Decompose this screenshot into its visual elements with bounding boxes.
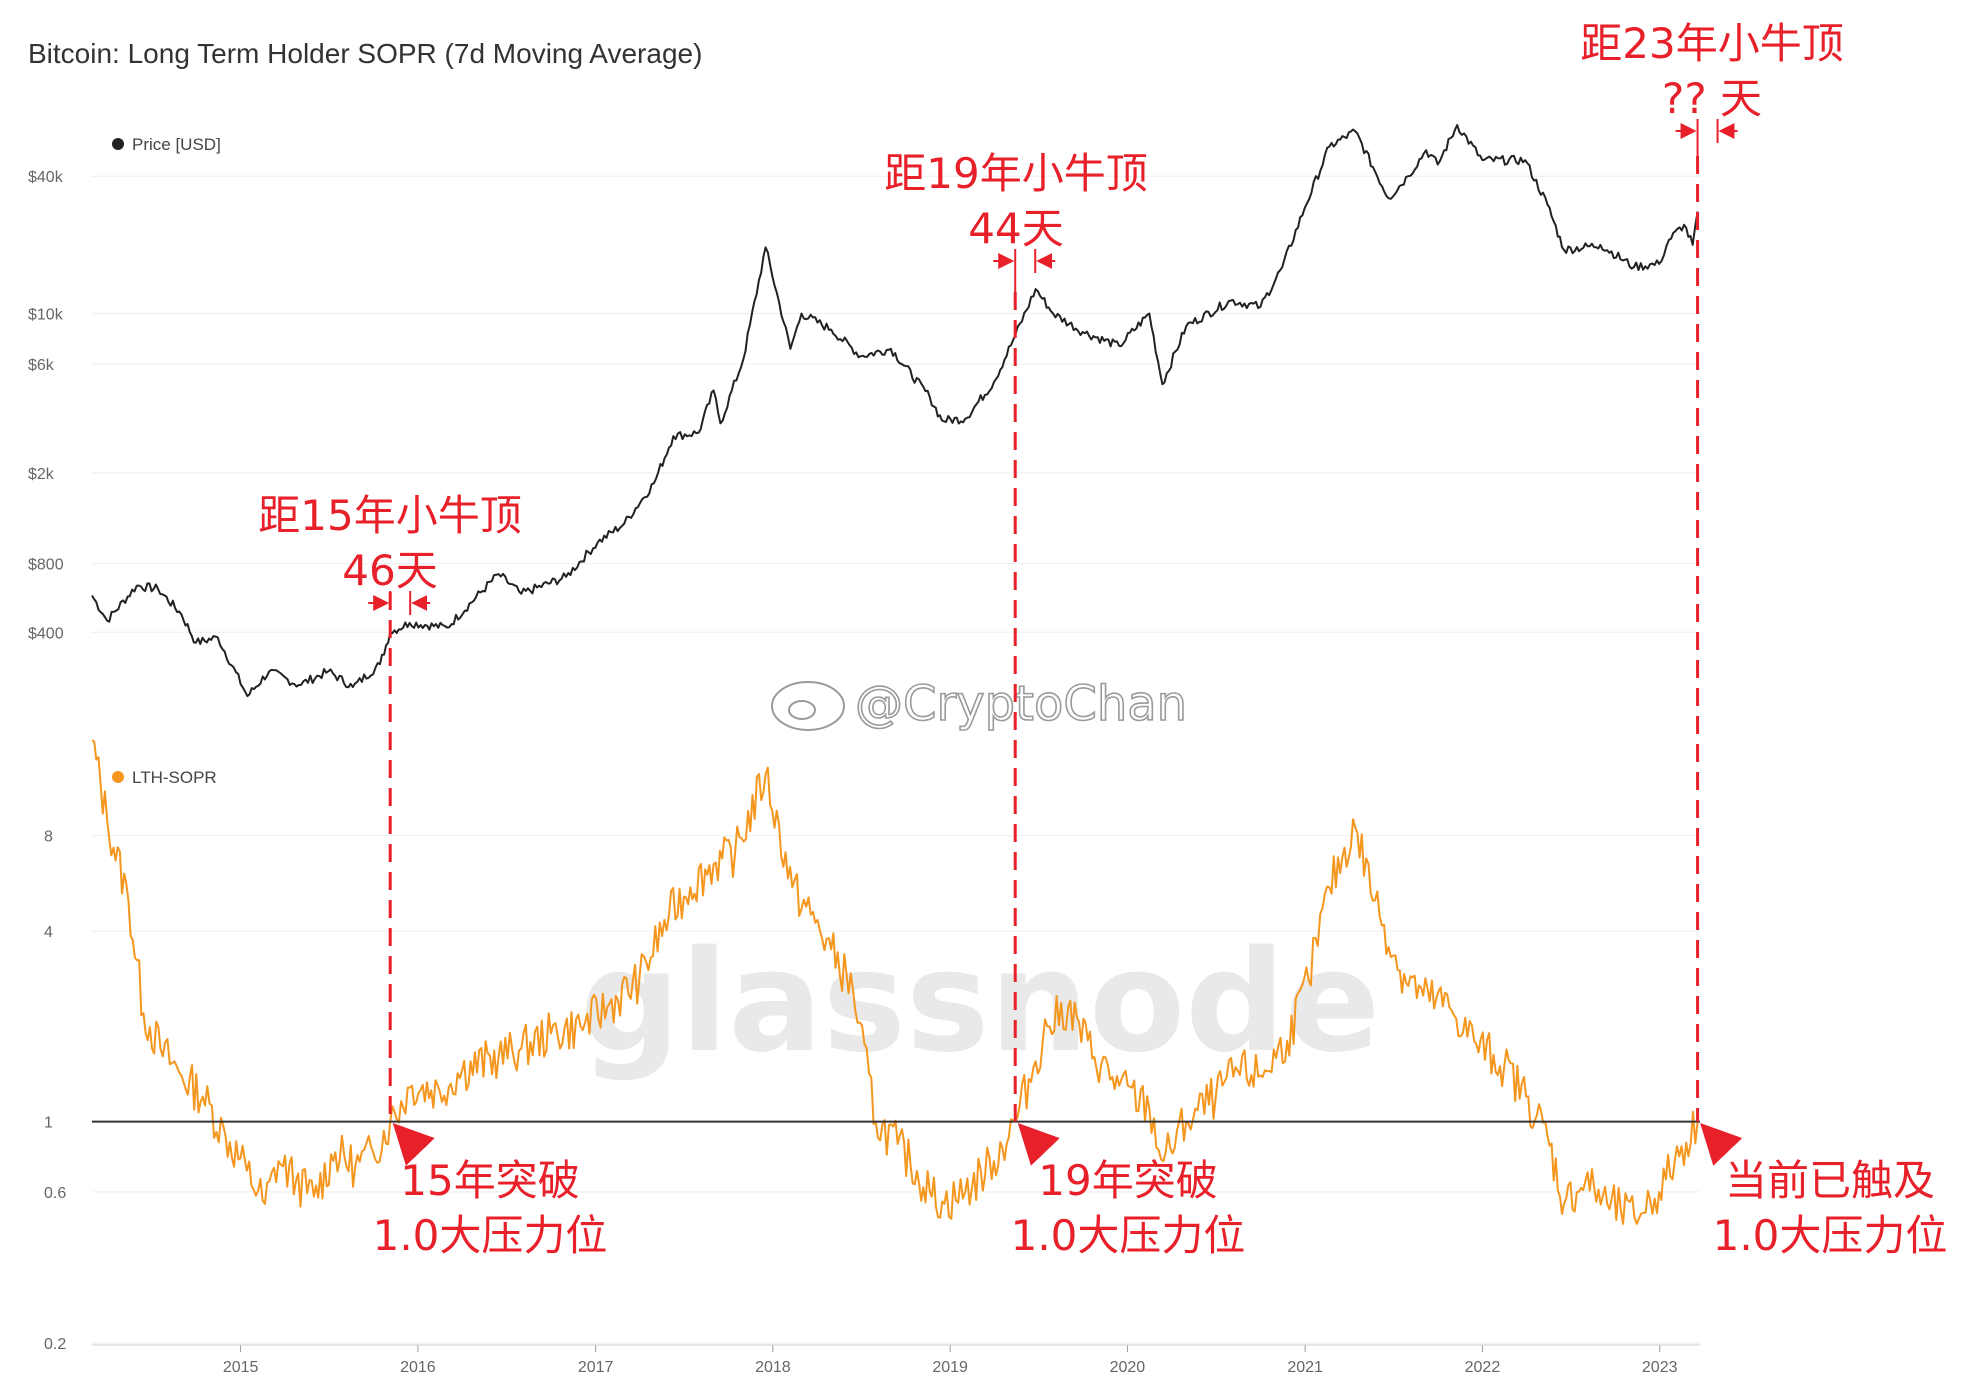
top-annotation-title: 距15年小牛顶 xyxy=(258,491,521,540)
touch-arrow xyxy=(1017,1123,1060,1166)
sopr-tick-label: 0.2 xyxy=(44,1336,66,1353)
lth-sopr-line xyxy=(91,739,1699,1225)
sopr-tick-label: 1 xyxy=(44,1115,53,1132)
x-tick-label: 2016 xyxy=(400,1359,436,1376)
price-tick-label: $800 xyxy=(28,557,64,574)
chart-title: Bitcoin: Long Term Holder SOPR (7d Movin… xyxy=(28,38,702,69)
price-tick-label: $400 xyxy=(28,625,64,642)
watermark-layer: glassnode @CryptoChan xyxy=(580,675,1380,1084)
sopr-tick-label: 4 xyxy=(44,924,53,941)
series-layer xyxy=(91,124,1700,1225)
top-annotation-days: 46天 xyxy=(342,546,437,595)
weibo-logo-eye xyxy=(788,700,816,720)
sopr-legend-marker xyxy=(112,771,124,783)
x-tick-label: 2023 xyxy=(1642,1359,1678,1376)
price-tick-label: $6k xyxy=(28,357,55,374)
x-tick-label: 2017 xyxy=(578,1359,614,1376)
legend: Price [USD] LTH-SOPR xyxy=(112,135,221,787)
x-tick-label: 2018 xyxy=(755,1359,791,1376)
top-annotation-days: ?? 天 xyxy=(1662,74,1762,123)
sopr-tick-label: 8 xyxy=(44,829,53,846)
x-tick-label: 2021 xyxy=(1287,1359,1323,1376)
price-tick-label: $2k xyxy=(28,466,55,483)
x-tick-label: 2019 xyxy=(932,1359,968,1376)
price-legend-label: Price [USD] xyxy=(132,135,221,154)
bottom-annotation-title: 15年突破 xyxy=(400,1156,579,1205)
x-tick-label: 2022 xyxy=(1465,1359,1501,1376)
weibo-logo xyxy=(771,681,845,731)
top-annotation-title: 距19年小牛顶 xyxy=(884,149,1147,198)
x-tick-label: 2020 xyxy=(1110,1359,1146,1376)
touch-arrow xyxy=(1700,1123,1743,1166)
grid xyxy=(92,175,1700,1344)
touch-arrow xyxy=(392,1123,435,1166)
bottom-annotation-level: 1.0大压力位 xyxy=(373,1211,608,1260)
axes: $400 $800 $2k $6k $10k $40k 0.2 0.6 1 4 8 2015 2016 2… xyxy=(28,169,1700,1376)
top-annotation-title: 距23年小牛顶 xyxy=(1580,19,1843,68)
bottom-annotation-level: 1.0大压力位 xyxy=(1713,1211,1948,1260)
glassnode-watermark: glassnode xyxy=(580,921,1380,1084)
annotations: 距15年小牛顶 46天 距19年小牛顶 44天 距23年小牛顶 ?? 天 15年突破 1.0大… xyxy=(258,19,1947,1260)
sopr-tick-label: 0.6 xyxy=(44,1185,66,1202)
bottom-annotation-level: 1.0大压力位 xyxy=(1011,1211,1246,1260)
bottom-annotation-title: 19年突破 xyxy=(1038,1156,1217,1205)
price-tick-label: $10k xyxy=(28,307,64,324)
price-line xyxy=(91,124,1699,698)
sopr-legend-label: LTH-SOPR xyxy=(132,768,217,787)
x-tick-label: 2015 xyxy=(223,1359,259,1376)
price-tick-label: $40k xyxy=(28,169,64,186)
price-legend-marker xyxy=(112,138,124,150)
weibo-watermark: @CryptoChan xyxy=(855,676,1187,732)
top-annotation-days: 44天 xyxy=(968,204,1063,253)
bottom-annotation-title: 当前已触及 xyxy=(1725,1156,1935,1205)
